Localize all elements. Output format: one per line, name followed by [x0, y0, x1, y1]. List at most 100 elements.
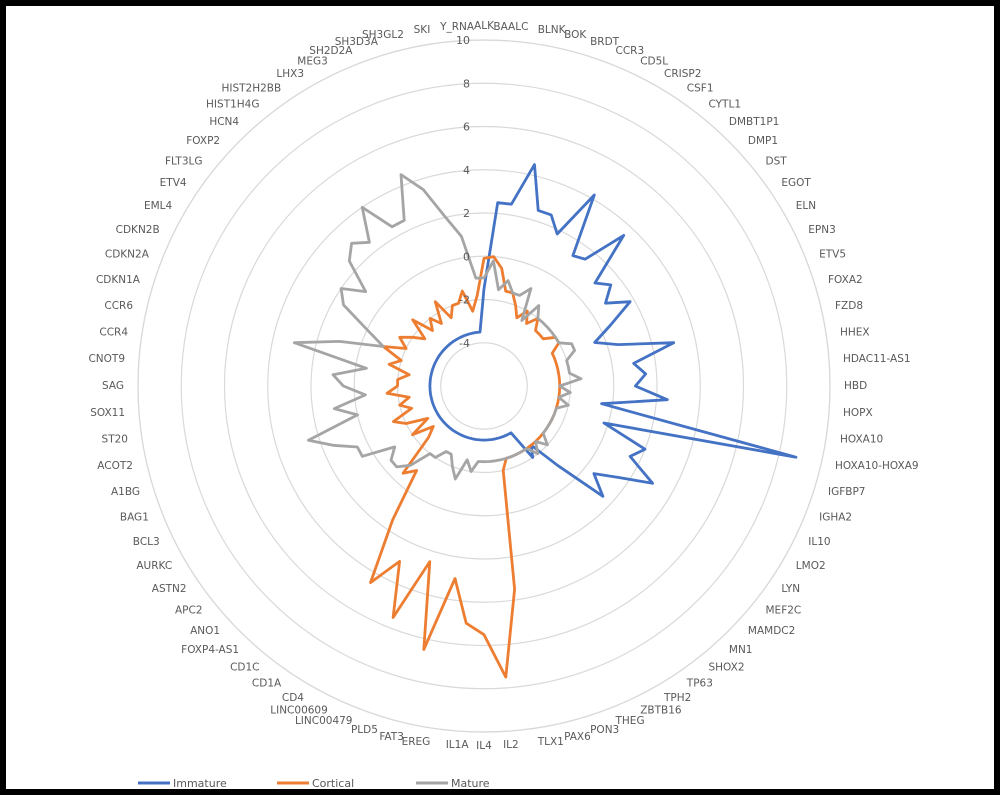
category-label: BCL3 — [133, 536, 160, 548]
category-label: MN1 — [729, 644, 753, 656]
legend-label: Mature — [451, 777, 490, 790]
category-label: LYN — [781, 583, 800, 595]
category-label: FOXA2 — [828, 274, 863, 286]
category-label: HDAC11-AS1 — [843, 353, 911, 365]
category-label: AURKC — [136, 560, 172, 572]
grid-circle-outer — [137, 39, 831, 733]
category-label: ETV5 — [819, 249, 846, 261]
category-label: BOK — [564, 29, 587, 41]
category-label: IGFBP7 — [828, 486, 866, 498]
tick-label: 2 — [463, 207, 470, 220]
category-label: ST20 — [102, 434, 128, 446]
tick-label: -4 — [459, 337, 470, 350]
category-label: APC2 — [175, 605, 203, 617]
category-label: CCR4 — [99, 326, 128, 338]
category-label: DST — [766, 156, 788, 168]
series-line-mature — [292, 173, 583, 481]
category-label: MAMDC2 — [748, 625, 795, 637]
category-label: CYTL1 — [709, 99, 742, 111]
category-label: ETV4 — [160, 177, 187, 189]
grid-circle-0 — [440, 342, 528, 430]
category-label: HOXA10-HOXA9 — [835, 460, 919, 472]
category-label: TP63 — [686, 677, 713, 689]
grid-circle-6 — [180, 82, 788, 690]
category-label: HIST2H2BB — [221, 83, 281, 95]
category-label: HHEX — [840, 326, 870, 338]
category-label: HOPX — [843, 407, 873, 419]
category-label: LMO2 — [796, 560, 826, 572]
category-label: EML4 — [144, 200, 173, 212]
category-label: IL4 — [476, 740, 492, 752]
category-label: ANO1 — [190, 625, 220, 637]
category-label: CD1A — [252, 677, 282, 689]
grid-circle-4 — [267, 169, 701, 603]
radial-tick-labels: -4 -2 0 2 4 6 8 10 — [456, 34, 470, 350]
category-label: SH2D2A — [309, 45, 353, 57]
category-label: CDKN1A — [96, 274, 141, 286]
tick-label: 0 — [463, 250, 470, 263]
category-label: FOXP4-AS1 — [181, 644, 239, 656]
category-label: CCR3 — [616, 45, 645, 57]
category-label: SKI — [414, 24, 431, 36]
category-label: CD4 — [282, 692, 304, 704]
category-label: SH3D3A — [335, 36, 379, 48]
category-label: HBD — [844, 380, 867, 392]
category-label: FOXP2 — [186, 135, 220, 147]
category-label: LINC00609 — [270, 704, 328, 716]
category-label: IL2 — [503, 739, 519, 751]
category-label: PLD5 — [351, 724, 378, 736]
category-label: LHX3 — [276, 68, 304, 80]
category-label: CCR6 — [104, 300, 133, 312]
category-label: ZBTB16 — [640, 704, 682, 716]
category-label: EREG — [402, 736, 431, 748]
category-label: HIST1H4G — [206, 99, 259, 111]
grid-circles — [137, 39, 831, 733]
category-label: A1BG — [111, 486, 140, 498]
category-label: DMP1 — [748, 135, 778, 147]
category-label: CD5L — [640, 56, 668, 68]
category-label: SOX11 — [90, 407, 125, 419]
category-label: TLX1 — [537, 736, 564, 748]
category-label: BAALC — [493, 21, 528, 33]
category-label: CSF1 — [687, 83, 714, 95]
category-label: CD1C — [230, 662, 259, 674]
category-label: EGOT — [781, 177, 811, 189]
category-label: CDKN2A — [105, 249, 150, 261]
category-label: FZD8 — [835, 300, 863, 312]
category-label: IGHA2 — [819, 512, 852, 524]
category-label: BLNK — [538, 24, 567, 36]
category-label: ALK — [474, 20, 495, 32]
category-label: SHOX2 — [709, 662, 745, 674]
category-label: CRISP2 — [664, 68, 701, 80]
category-label: MEG3 — [297, 56, 328, 68]
category-label: ASTN2 — [152, 583, 187, 595]
category-label: BAG1 — [120, 512, 149, 524]
category-label: Y_RNA — [439, 21, 475, 33]
category-label: CNOT9 — [88, 353, 125, 365]
category-label: MEF2C — [766, 605, 802, 617]
category-label: IL10 — [808, 536, 830, 548]
series-line-immature — [428, 163, 798, 498]
category-label: HOXA10 — [840, 434, 883, 446]
tick-label: 8 — [463, 77, 470, 90]
category-label: FAT3 — [379, 731, 404, 743]
category-label: ELN — [796, 200, 816, 212]
category-label: LINC00479 — [295, 715, 353, 727]
grid-circle-5 — [223, 125, 745, 647]
category-label: DMBT1P1 — [729, 116, 779, 128]
category-label: HCN4 — [209, 116, 239, 128]
category-label: ACOT2 — [97, 460, 133, 472]
category-label: SH3GL2 — [362, 29, 404, 41]
category-label: CDKN2B — [116, 224, 160, 236]
plot-background — [6, 6, 994, 789]
series-lines — [292, 163, 798, 679]
category-label: TPH2 — [663, 692, 691, 704]
category-label: FLT3LG — [165, 156, 203, 168]
category-label: BRDT — [590, 36, 620, 48]
category-label: IL1A — [446, 739, 470, 751]
category-label: SAG — [102, 380, 124, 392]
legend: Immature Cortical Mature — [138, 777, 490, 790]
